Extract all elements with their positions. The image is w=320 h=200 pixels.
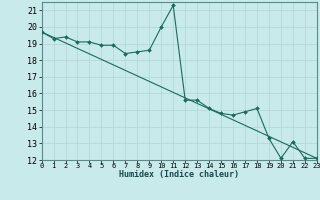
X-axis label: Humidex (Indice chaleur): Humidex (Indice chaleur) [119, 170, 239, 179]
